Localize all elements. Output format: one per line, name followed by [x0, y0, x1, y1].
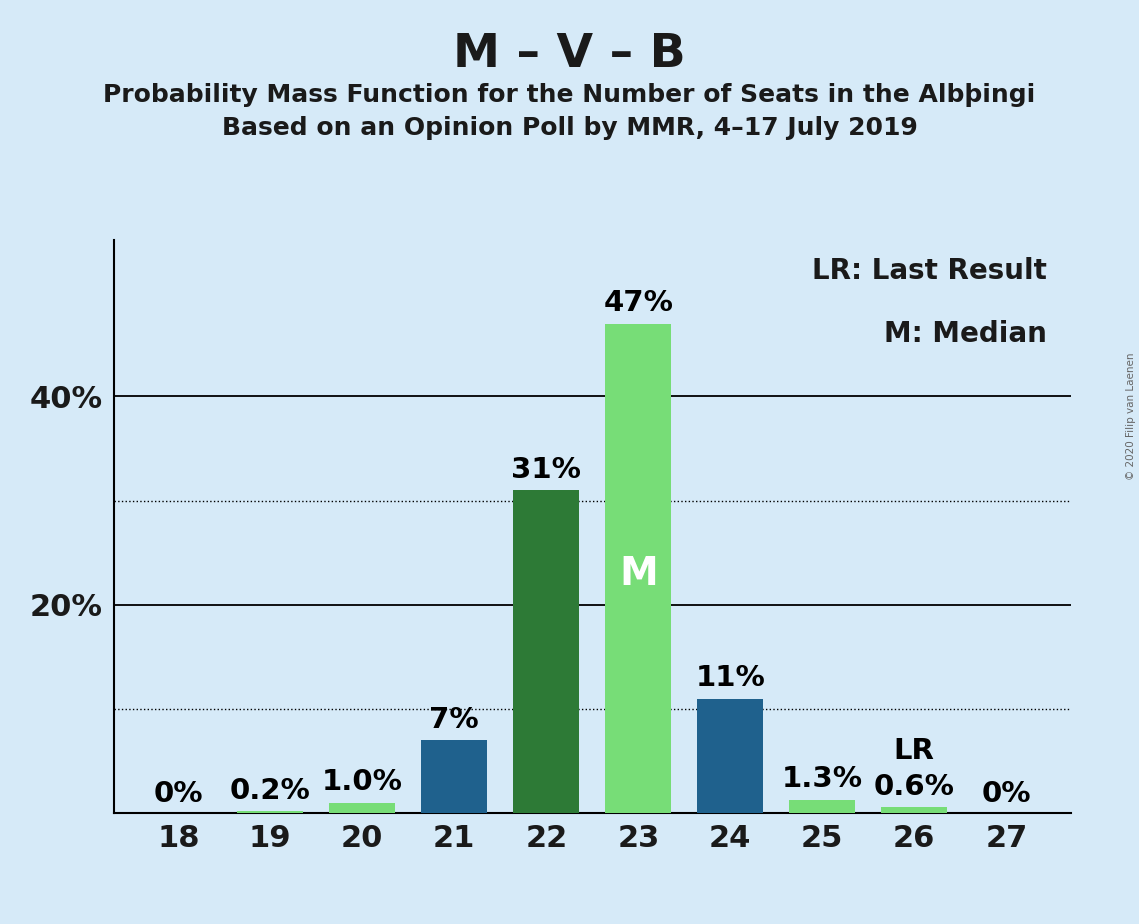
Text: 1.0%: 1.0% [322, 769, 403, 796]
Text: Based on an Opinion Poll by MMR, 4–17 July 2019: Based on an Opinion Poll by MMR, 4–17 Ju… [222, 116, 917, 140]
Bar [421, 740, 487, 813]
Text: 47%: 47% [604, 289, 673, 317]
Text: 0%: 0% [154, 780, 203, 808]
Text: M: Median: M: Median [884, 321, 1047, 348]
Bar [882, 807, 948, 813]
Text: 0.6%: 0.6% [874, 772, 954, 800]
Text: 0.2%: 0.2% [230, 777, 311, 805]
Text: 7%: 7% [429, 706, 480, 734]
Text: LR: LR [894, 737, 935, 765]
Text: 0%: 0% [982, 780, 1031, 808]
Text: © 2020 Filip van Laenen: © 2020 Filip van Laenen [1126, 352, 1136, 480]
Bar [514, 491, 580, 813]
Text: M – V – B: M – V – B [453, 32, 686, 78]
Bar [789, 799, 855, 813]
Text: 31%: 31% [511, 456, 581, 484]
Text: LR: Last Result: LR: Last Result [812, 258, 1047, 286]
Text: M: M [618, 554, 657, 592]
Bar [237, 811, 303, 813]
Bar [329, 803, 395, 813]
Text: Probability Mass Function for the Number of Seats in the Albþingi: Probability Mass Function for the Number… [104, 83, 1035, 107]
Text: 11%: 11% [696, 664, 765, 692]
Text: 1.3%: 1.3% [781, 765, 862, 794]
Bar [697, 699, 763, 813]
Bar [605, 323, 671, 813]
